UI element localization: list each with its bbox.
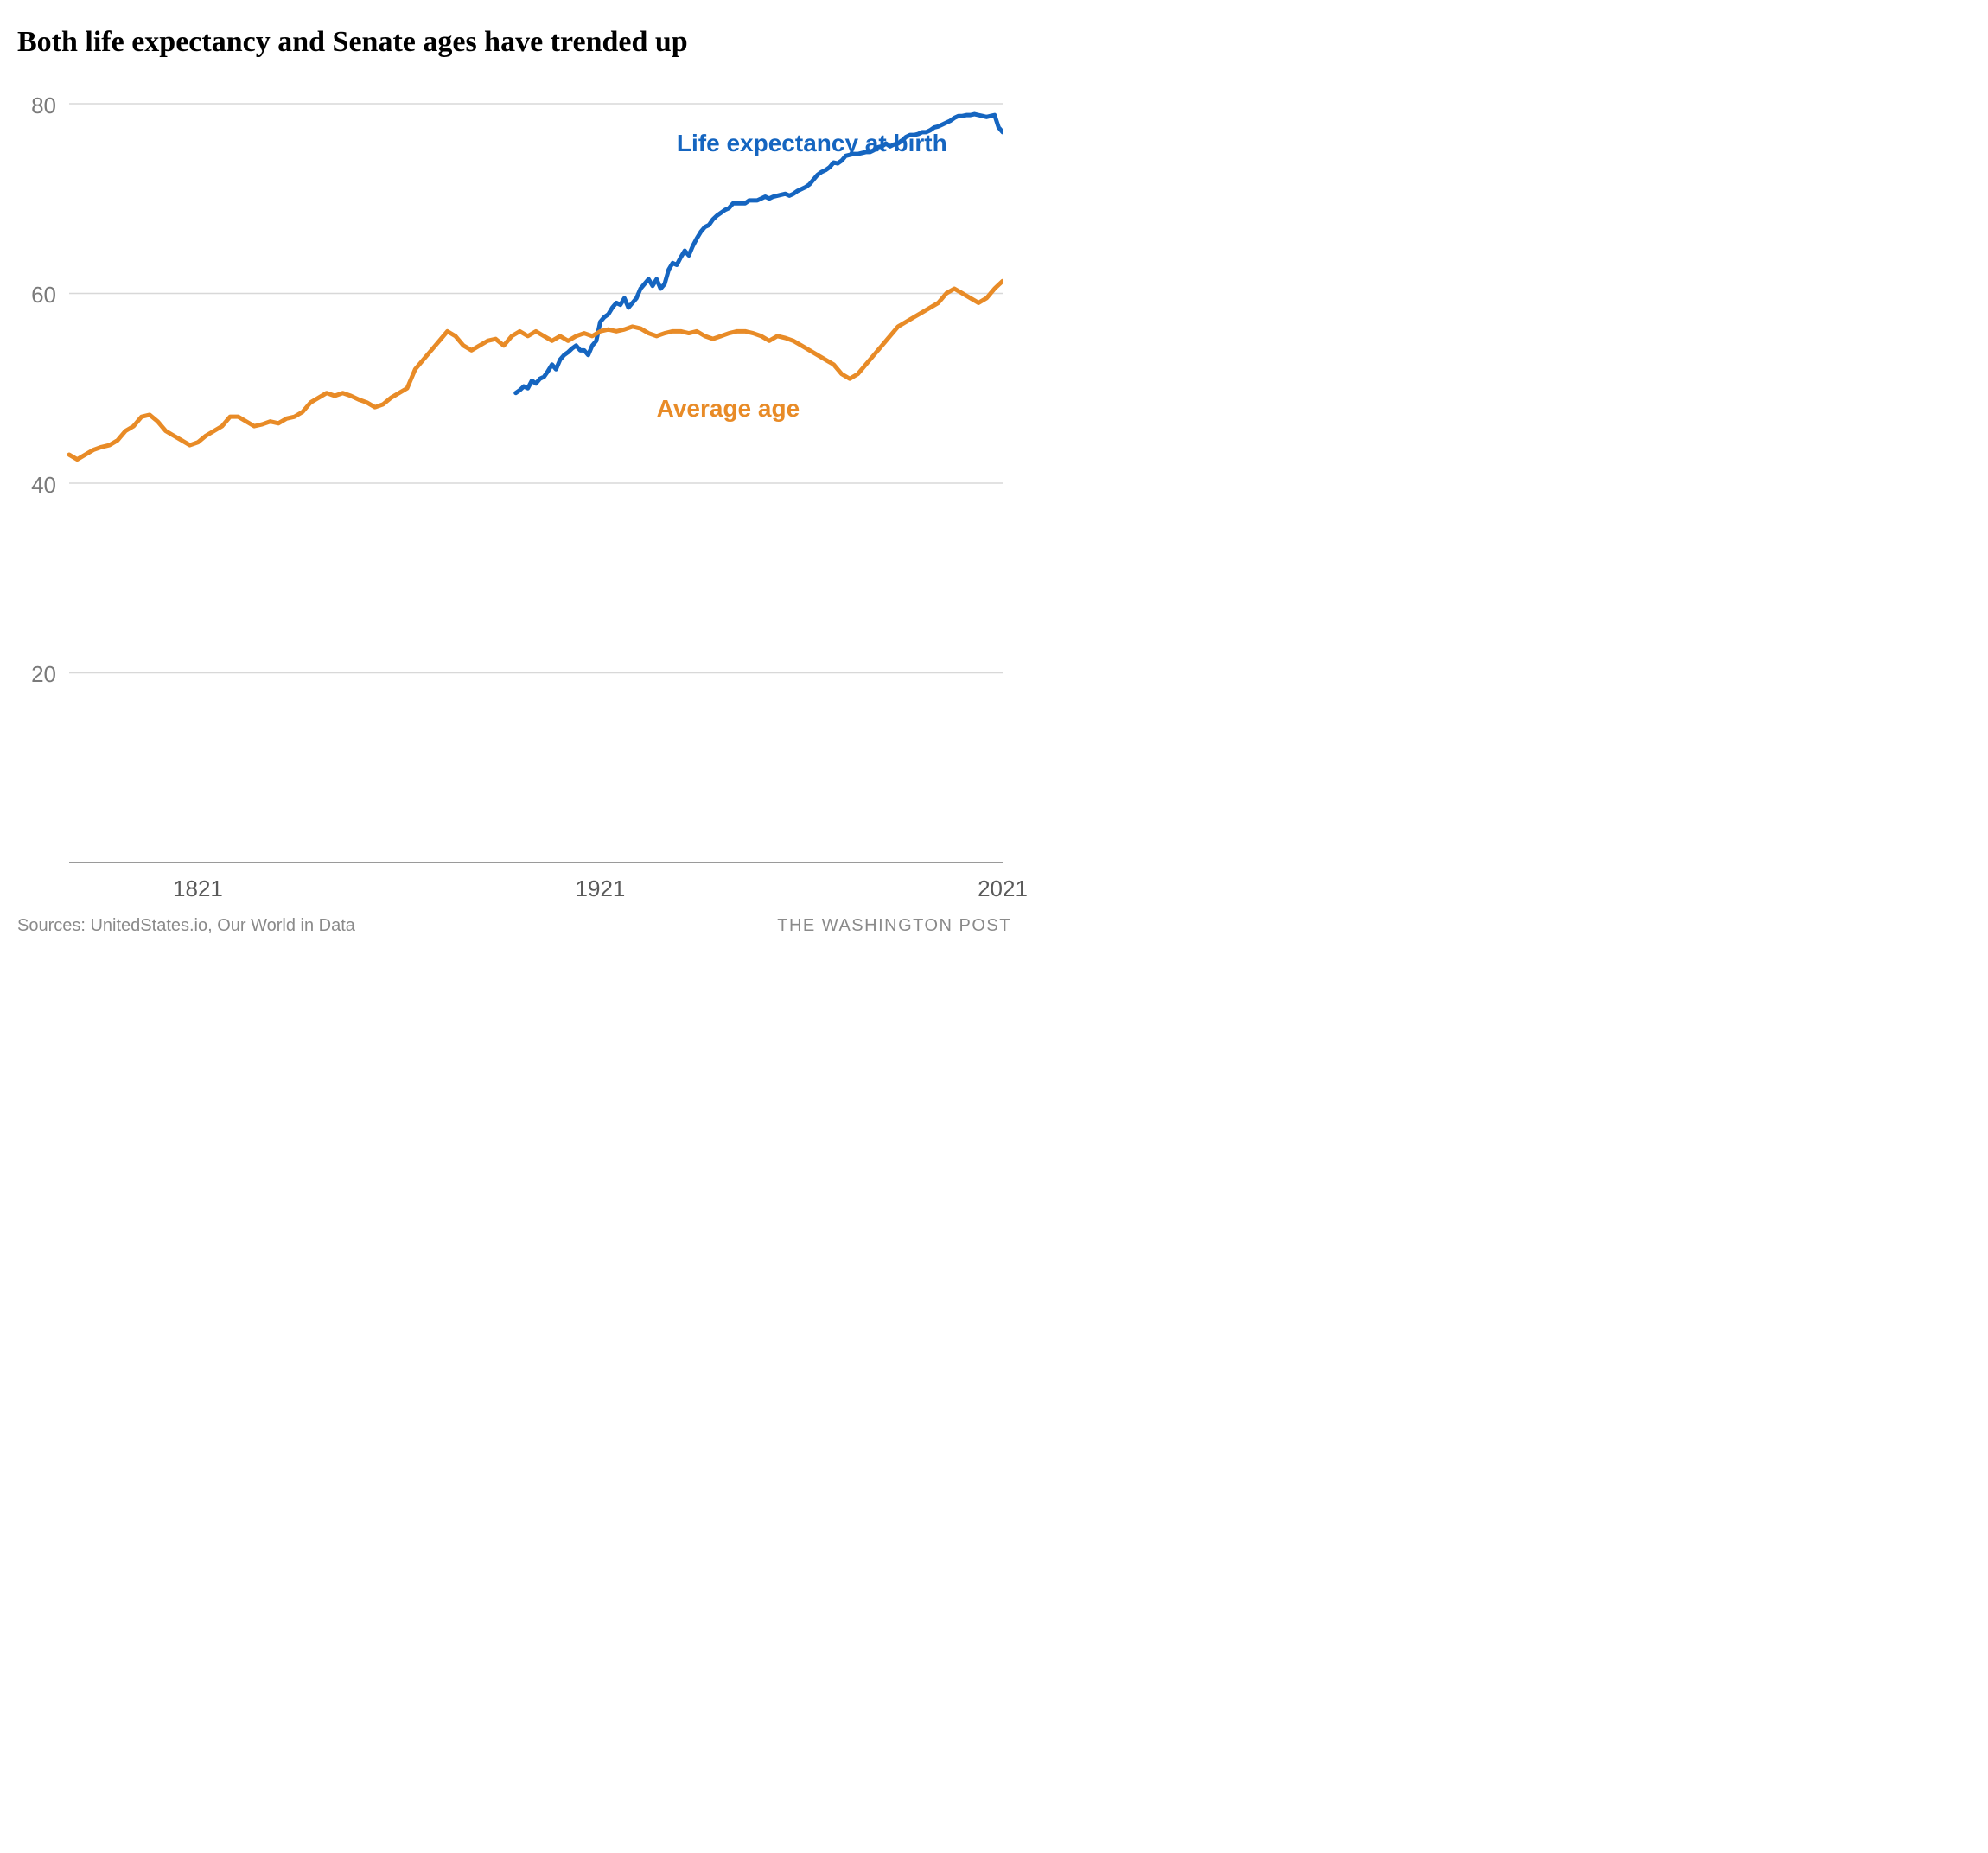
x-axis-label: 1821 — [163, 876, 233, 902]
chart-container: Both life expectancy and Senate ages hav… — [17, 17, 1011, 944]
chart-title: Both life expectancy and Senate ages hav… — [17, 17, 1011, 76]
plot-area: 20406080182119212021Life expectancy at b… — [17, 76, 1003, 906]
chart-footer: Sources: UnitedStates.io, Our World in D… — [17, 906, 1011, 936]
attribution-text: THE WASHINGTON POST — [777, 916, 1011, 936]
sources-text: Sources: UnitedStates.io, Our World in D… — [17, 916, 355, 936]
y-axis-label: 80 — [17, 92, 56, 119]
x-axis-label: 1921 — [565, 876, 634, 902]
y-axis-label: 40 — [17, 472, 56, 499]
y-axis-label: 20 — [17, 661, 56, 688]
y-axis-label: 60 — [17, 282, 56, 309]
series-label-average_age: Average age — [657, 395, 800, 423]
series-average_age — [69, 281, 1003, 459]
series-label-life_expectancy: Life expectancy at birth — [677, 130, 947, 157]
chart-svg — [17, 76, 1003, 867]
x-axis-label: 2021 — [968, 876, 1037, 902]
